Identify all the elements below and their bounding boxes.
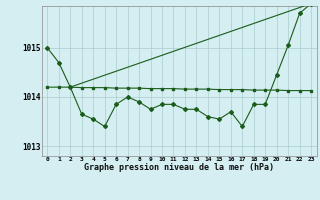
X-axis label: Graphe pression niveau de la mer (hPa): Graphe pression niveau de la mer (hPa): [84, 163, 274, 172]
